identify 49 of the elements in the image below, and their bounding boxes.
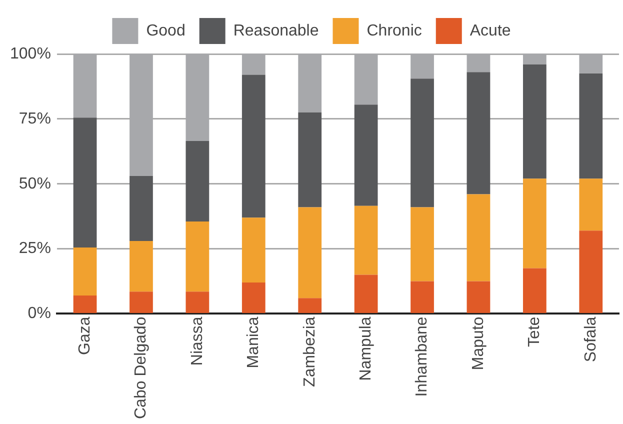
bar (298, 298, 322, 313)
bar (186, 222, 210, 292)
legend-label: Reasonable (233, 22, 319, 40)
y-tick-label: 25% (18, 240, 51, 258)
x-tick-label: Sofala (582, 316, 600, 362)
bar (354, 104, 378, 206)
bar (466, 72, 490, 194)
bar (410, 207, 434, 282)
y-tick-label: 100% (10, 45, 51, 62)
bar (466, 194, 490, 282)
bar (354, 274, 378, 313)
bar (466, 281, 490, 313)
bar (579, 230, 603, 313)
bar (522, 64, 546, 179)
x-tick-label: Nampula (357, 316, 374, 381)
bar (186, 141, 210, 222)
bar (579, 178, 603, 231)
bar (522, 268, 546, 313)
x-tick-label: Tete (526, 316, 544, 347)
y-tick-label: 75% (18, 110, 51, 128)
y-tick-label: 0% (28, 305, 51, 322)
bar (73, 247, 97, 296)
x-tick-label: Manica (245, 316, 262, 368)
bar (522, 178, 546, 268)
legend-label: Chronic (366, 22, 422, 40)
x-tick-label: Zambezia (301, 316, 318, 387)
bar (130, 240, 153, 292)
legend-label: Acute (470, 22, 511, 40)
x-tick-label: Maputo (470, 316, 487, 370)
legend-label: Good (146, 22, 186, 40)
bar (579, 73, 603, 179)
bar (410, 78, 434, 208)
bar (242, 282, 266, 313)
bar (410, 281, 434, 313)
bar (298, 207, 322, 298)
bar (130, 292, 153, 313)
bar (130, 176, 153, 241)
bar (73, 296, 97, 313)
x-tick-label: Inhambane (414, 316, 431, 397)
bar (242, 218, 266, 283)
bar (354, 206, 378, 275)
y-tick-label: 50% (18, 175, 51, 192)
bar (186, 292, 210, 313)
x-tick-label: Niassa (188, 316, 206, 366)
x-tick-label: Cabo Delgado (132, 316, 150, 419)
bar (298, 112, 322, 208)
bar (242, 74, 266, 218)
x-tick-label: Gaza (76, 316, 94, 355)
bar (73, 118, 97, 248)
